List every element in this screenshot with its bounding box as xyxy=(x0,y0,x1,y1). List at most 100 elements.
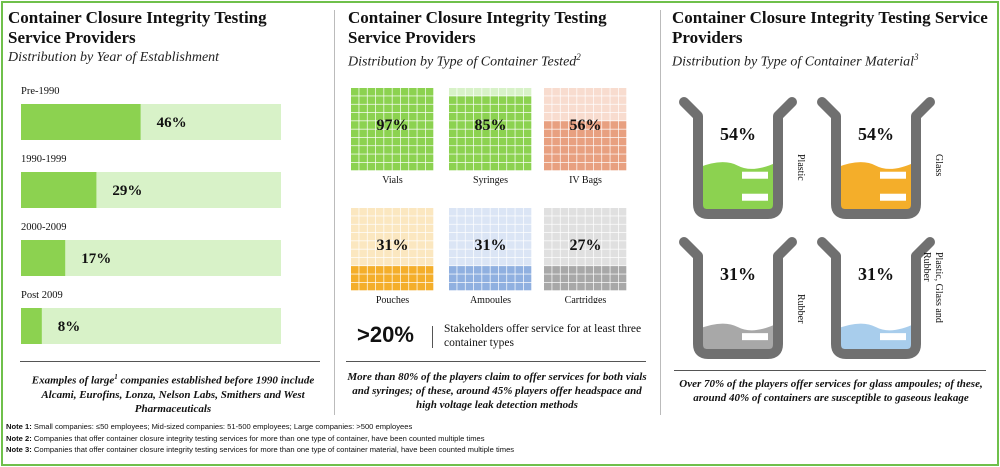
waffle-cell xyxy=(457,249,465,258)
waffle-vials xyxy=(351,88,434,171)
waffle-cell xyxy=(457,224,465,233)
bar-category-label: Post 2009 xyxy=(21,290,63,301)
waffle-cell xyxy=(544,96,552,104)
waffle-cell xyxy=(400,154,409,162)
waffle-cell xyxy=(610,257,618,266)
waffle-cell xyxy=(409,274,417,282)
waffle-cell xyxy=(618,241,627,249)
waffle-cell xyxy=(498,224,507,233)
waffle-cell xyxy=(392,274,401,282)
beaker-category-line: Glass xyxy=(933,154,944,176)
waffle-cell xyxy=(392,224,401,233)
waffle-cell xyxy=(515,112,523,121)
waffle-cell xyxy=(384,257,392,266)
note-1: Note 1: Small companies: ≤50 employees; … xyxy=(6,421,514,433)
waffle-cell xyxy=(465,137,474,146)
beaker-outline xyxy=(817,237,935,359)
waffle-cell xyxy=(523,257,532,266)
waffle-cell xyxy=(523,249,532,258)
waffle-cell xyxy=(449,129,457,138)
waffle-cell xyxy=(610,137,618,146)
waffle-cell xyxy=(618,154,627,162)
waffle-cell xyxy=(425,129,434,138)
waffle-cell xyxy=(610,216,618,224)
waffle-cell xyxy=(400,96,409,104)
waffle-cell xyxy=(544,241,552,249)
waffle-cell xyxy=(409,216,417,224)
waffle-cell xyxy=(449,274,457,282)
panel1-footnote-a: Examples of large xyxy=(31,374,115,387)
waffle-cell xyxy=(593,216,602,224)
waffle-cell xyxy=(544,249,552,258)
beaker-outline xyxy=(679,237,797,359)
waffle-cell xyxy=(473,162,482,171)
waffle-cell xyxy=(585,257,594,266)
waffle-cell xyxy=(367,208,376,216)
beaker-0 xyxy=(679,97,797,223)
waffle-cell xyxy=(568,274,577,282)
waffle-cell xyxy=(400,257,409,266)
waffle-cell xyxy=(585,224,594,233)
waffle-cell xyxy=(593,257,602,266)
note-2: Note 2: Companies that offer container c… xyxy=(6,433,514,445)
waffle-cell xyxy=(498,257,507,266)
waffle-cell xyxy=(560,257,569,266)
note-1-label: Note 1: xyxy=(6,422,32,431)
waffle-cell xyxy=(482,208,490,216)
waffle-cell xyxy=(568,232,577,241)
note-3: Note 3: Companies that offer container c… xyxy=(6,444,514,456)
waffle-cell xyxy=(552,282,560,291)
waffle-cell xyxy=(359,88,367,96)
beaker-category-label: Glass xyxy=(933,154,944,176)
waffle-cell xyxy=(375,232,384,241)
waffle-cell xyxy=(417,146,425,154)
notes: Note 1: Small companies: ≤50 employees; … xyxy=(6,421,514,456)
beaker-mark xyxy=(742,193,768,201)
waffle-cell xyxy=(560,232,569,241)
waffle-cell xyxy=(568,208,577,216)
waffle-cell xyxy=(473,104,482,113)
waffle-cell xyxy=(465,96,474,104)
waffle-cell xyxy=(449,257,457,266)
waffle-cell xyxy=(560,146,569,154)
waffle-cell xyxy=(473,232,482,241)
waffle-cell xyxy=(544,121,552,129)
waffle-cell xyxy=(457,274,465,282)
waffle-cell xyxy=(552,224,560,233)
waffle-cell xyxy=(610,154,618,162)
waffle-cell xyxy=(552,146,560,154)
waffle-cell xyxy=(482,96,490,104)
waffle-cell xyxy=(367,121,376,129)
waffle-cell xyxy=(552,96,560,104)
waffle-cell xyxy=(351,154,359,162)
waffle-cell xyxy=(409,208,417,216)
waffle-cell xyxy=(552,241,560,249)
waffle-cell xyxy=(359,241,367,249)
waffle-cell xyxy=(375,162,384,171)
waffle-cell xyxy=(384,121,392,129)
waffle-cell xyxy=(498,154,507,162)
bar xyxy=(21,308,42,344)
beaker-mark xyxy=(742,333,768,341)
waffle-cell xyxy=(367,232,376,241)
waffle-cell xyxy=(568,162,577,171)
waffle-cell xyxy=(392,146,401,154)
waffle-cell xyxy=(544,208,552,216)
waffle-cell xyxy=(367,224,376,233)
waffle-cell xyxy=(618,257,627,266)
waffle-category-label: Vials xyxy=(382,175,403,186)
waffle-cell xyxy=(560,88,569,96)
waffle-cell xyxy=(351,257,359,266)
waffle-cell xyxy=(417,208,425,216)
container-waffle-chart: 97% Vials 85% Syringes 56% IV Bags 31% Pouches 3… xyxy=(351,88,627,303)
waffle-cell xyxy=(359,208,367,216)
waffle-cell xyxy=(618,121,627,129)
waffle-cell xyxy=(384,232,392,241)
waffle-cell xyxy=(490,249,499,258)
waffle-cell xyxy=(577,137,585,146)
waffle-cell xyxy=(560,129,569,138)
waffle-cell xyxy=(449,137,457,146)
waffle-cell xyxy=(490,112,499,121)
bar-category-label: 2000-2009 xyxy=(21,222,67,233)
waffle-cell xyxy=(417,241,425,249)
